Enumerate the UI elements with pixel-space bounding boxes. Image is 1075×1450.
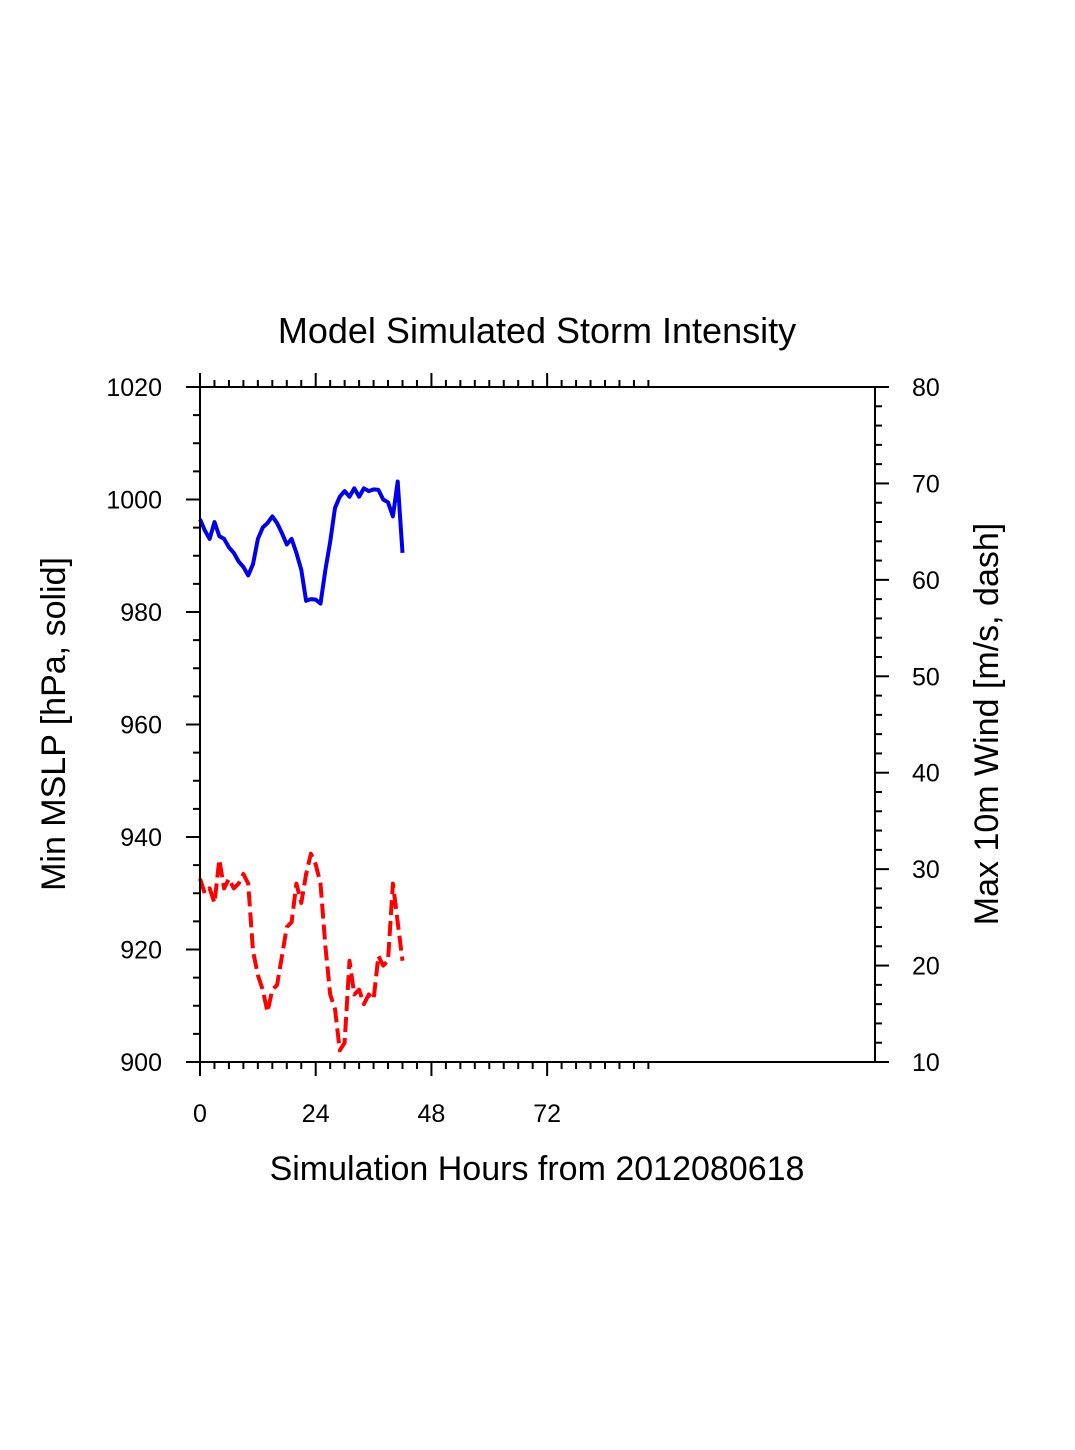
axis-ticks (186, 373, 889, 1076)
y-right-tick-label: 50 (912, 663, 940, 691)
series-line-min-mslp (198, 479, 405, 606)
x-tick-label: 24 (302, 1100, 330, 1128)
y-right-tick-label: 10 (912, 1049, 940, 1077)
series-line-max-wind (198, 851, 405, 1053)
series-lines (198, 479, 405, 1053)
x-tick-label: 0 (193, 1100, 207, 1128)
y-left-tick-label: 900 (120, 1049, 162, 1077)
y-right-tick-label: 40 (912, 760, 940, 788)
tick-labels: 0 24 48 72900920940960980100010201020304050… (106, 374, 939, 1128)
y-left-tick-label: 1000 (106, 487, 162, 515)
y-left-tick-label: 1020 (106, 374, 162, 402)
y-left-tick-label: 960 (120, 712, 162, 740)
chart-title: Model Simulated Storm Intensity (278, 310, 796, 351)
x-axis-label: Simulation Hours from 2012080618 (270, 1150, 805, 1188)
y-left-tick-label: 920 (120, 937, 162, 965)
y-right-tick-label: 20 (912, 953, 940, 981)
y-right-tick-label: 30 (912, 856, 940, 884)
y-left-tick-label: 980 (120, 599, 162, 627)
y-right-tick-label: 70 (912, 470, 940, 498)
plot-area-frame (199, 386, 876, 1063)
y-right-tick-label: 60 (912, 567, 940, 595)
x-tick-label: 48 (418, 1100, 446, 1128)
y-right-tick-label: 80 (912, 374, 940, 402)
y-axis-left-label: Min MSLP [hPa, solid] (35, 557, 73, 891)
x-tick-label: 72 (533, 1100, 561, 1128)
y-axis-right-label: Max 10m Wind [m/s, dash] (968, 523, 1006, 925)
y-left-tick-label: 940 (120, 824, 162, 852)
